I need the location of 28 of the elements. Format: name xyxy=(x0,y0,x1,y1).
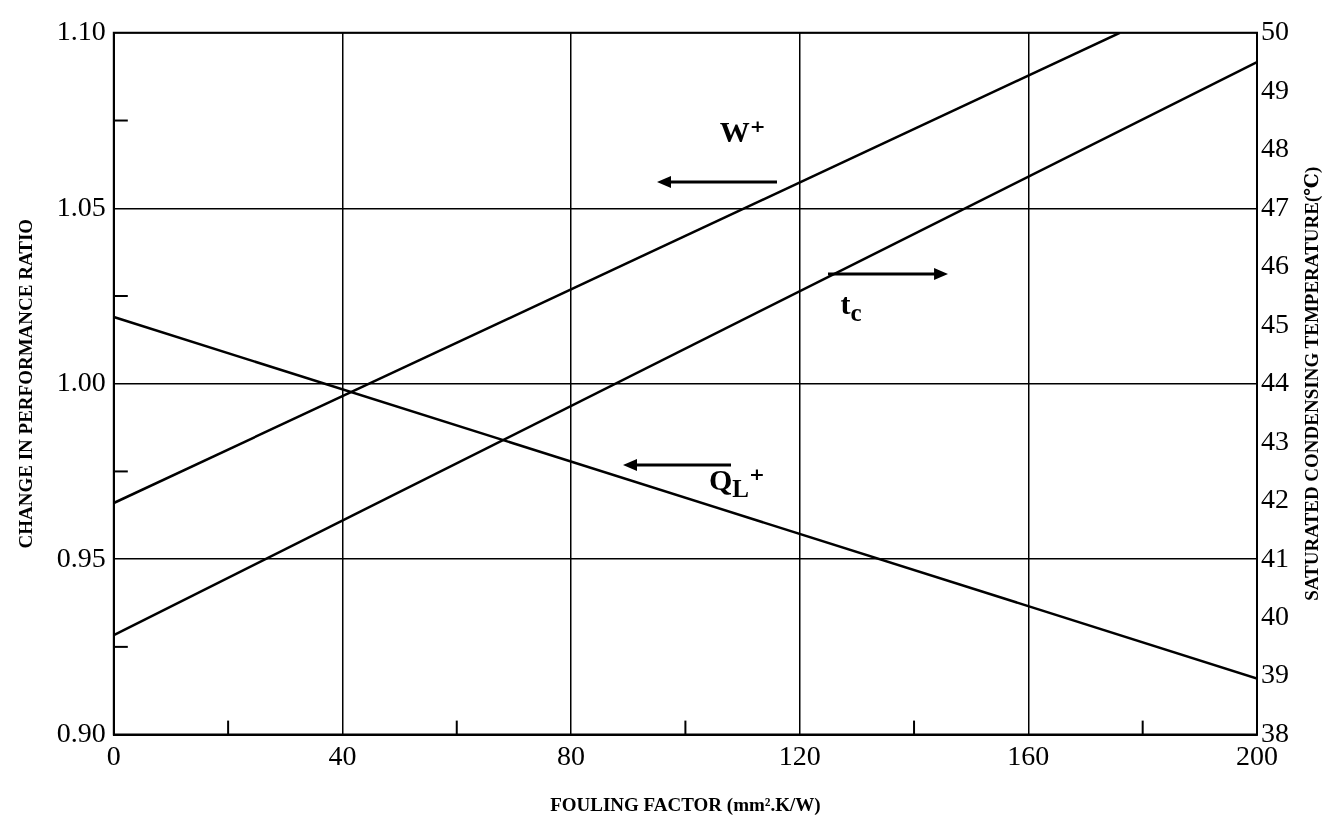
y2-tick-label: 46 xyxy=(1261,249,1289,281)
y2-tick-label: 39 xyxy=(1261,658,1289,690)
x-tick-label: 0 xyxy=(106,739,121,771)
y2-tick-label: 48 xyxy=(1261,132,1289,164)
y-tick-label: 1.00 xyxy=(56,366,106,398)
x-tick-label: 120 xyxy=(778,739,821,771)
y2-tick-label: 40 xyxy=(1261,599,1289,631)
annotation: W⁺ xyxy=(719,113,766,149)
y2-tick-label: 41 xyxy=(1261,541,1289,573)
y2-tick-label: 45 xyxy=(1261,307,1289,339)
annotation: Q$_{L}$⁺ xyxy=(708,461,765,503)
y2-tick-label: 50 xyxy=(1261,15,1289,47)
annotation: t$_{c}$ xyxy=(840,286,862,327)
y-tick-label: 1.05 xyxy=(56,190,106,222)
y-tick-label: 1.10 xyxy=(56,15,106,47)
x-tick-label: 160 xyxy=(1007,739,1050,771)
x-axis-title: FOULING FACTOR (mm².K/W) xyxy=(550,793,821,816)
y2-axis-title: SATURATED CONDENSING TEMPERATURE(℃) xyxy=(1300,166,1323,601)
y-tick-label: 0.95 xyxy=(56,541,106,573)
y2-tick-label: 47 xyxy=(1261,190,1289,222)
x-tick-label: 40 xyxy=(328,739,357,771)
y2-tick-label: 44 xyxy=(1261,366,1289,398)
y2-tick-label: 49 xyxy=(1261,73,1289,105)
y2-tick-label: 43 xyxy=(1261,424,1289,456)
y2-tick-label: 42 xyxy=(1261,483,1289,515)
x-tick-label: 80 xyxy=(557,739,586,771)
y-axis-title: CHANGE IN PERFORMANCE RATIO xyxy=(15,218,37,549)
y-tick-label: 0.90 xyxy=(56,716,106,748)
